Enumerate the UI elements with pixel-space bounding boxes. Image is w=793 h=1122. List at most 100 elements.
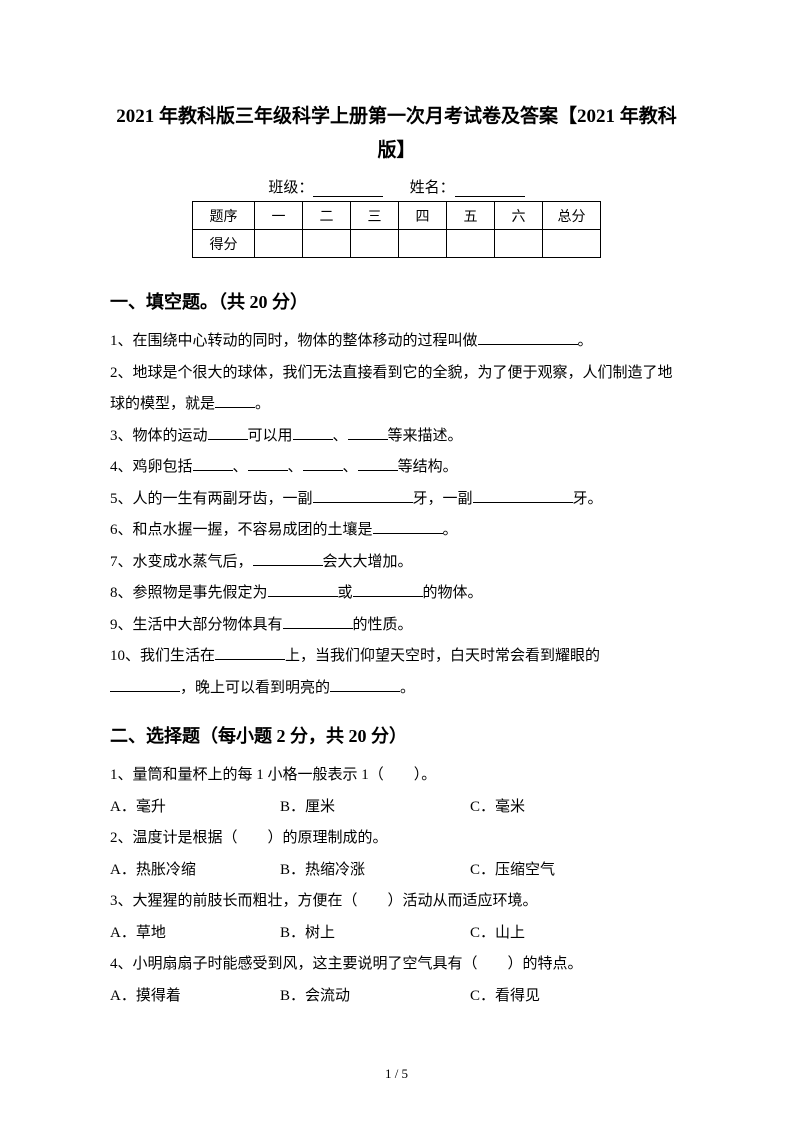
fill-blank (330, 676, 400, 692)
header-cell: 三 (351, 202, 399, 230)
score-cell (543, 230, 601, 258)
q-text: 可以用 (248, 428, 293, 444)
header-cell: 二 (303, 202, 351, 230)
class-name-row: 班级： 姓名： (110, 176, 683, 197)
question-1-3: 3、物体的运动 可以用 、 等来描述。 (110, 421, 683, 453)
fill-blank (303, 455, 343, 471)
q-text: 、 (288, 459, 303, 475)
fill-blank (373, 518, 443, 534)
q-text: 3、物体的运动 (110, 428, 208, 444)
fill-blank (353, 581, 423, 597)
q-text: 。 (443, 522, 458, 538)
q-text: 2、地球是个很大的球体，我们无法直接看到它的全貌，为了便于观察，人们制造了地球的… (110, 365, 673, 413)
q-text: 上，当我们仰望天空时，白天时常会看到耀眼的 (285, 648, 600, 664)
question-1-8: 8、参照物是事先假定为 或 的物体。 (110, 578, 683, 610)
choice-b: B．树上 (280, 918, 470, 950)
q-text: 的物体。 (423, 585, 483, 601)
q-text: 、 (233, 459, 248, 475)
q-text: 等结构。 (398, 459, 458, 475)
q-text: 。 (255, 396, 270, 412)
fill-blank (110, 676, 180, 692)
table-row: 得分 (193, 230, 601, 258)
question-2-4: 4、小明扇扇子时能感受到风，这主要说明了空气具有（ ）的特点。 (110, 949, 683, 981)
choice-a: A．热胀冷缩 (110, 855, 280, 887)
header-cell: 六 (495, 202, 543, 230)
name-label: 姓名： (410, 180, 455, 196)
fill-blank (208, 424, 248, 440)
choice-row: A．摸得着 B．会流动 C．看得见 (110, 981, 683, 1013)
q-text: 10、我们生活在 (110, 648, 215, 664)
q-text: 9、生活中大部分物体具有 (110, 617, 283, 633)
q-text: 、 (343, 459, 358, 475)
choice-row: A．热胀冷缩 B．热缩冷涨 C．压缩空气 (110, 855, 683, 887)
score-cell (303, 230, 351, 258)
choice-b: B．热缩冷涨 (280, 855, 470, 887)
question-1-6: 6、和点水握一握，不容易成团的土壤是 。 (110, 515, 683, 547)
q-text: 4、鸡卵包括 (110, 459, 193, 475)
choice-c: C．山上 (470, 918, 683, 950)
q-text: 5、人的一生有两副牙齿，一副 (110, 491, 313, 507)
fill-blank (293, 424, 333, 440)
section-2-header: 二、选择题（每小题 2 分，共 20 分） (110, 722, 683, 748)
choice-c: C．压缩空气 (470, 855, 683, 887)
header-cell: 五 (447, 202, 495, 230)
q-text: 。 (578, 333, 593, 349)
fill-blank (215, 644, 285, 660)
score-table: 题序 一 二 三 四 五 六 总分 得分 (192, 201, 601, 258)
question-1-5: 5、人的一生有两副牙齿，一副 牙，一副 牙。 (110, 484, 683, 516)
q-text: 7、水变成水蒸气后， (110, 554, 253, 570)
q-text: 8、参照物是事先假定为 (110, 585, 268, 601)
q-text: 会大大增加。 (323, 554, 413, 570)
fill-blank (283, 613, 353, 629)
choice-b: B．厘米 (280, 792, 470, 824)
question-1-7: 7、水变成水蒸气后， 会大大增加。 (110, 547, 683, 579)
fill-blank (193, 455, 233, 471)
choice-c: C．看得见 (470, 981, 683, 1013)
fill-blank (473, 487, 573, 503)
section-1-header: 一、填空题。（共 20 分） (110, 288, 683, 314)
fill-blank (268, 581, 338, 597)
q-text: 或 (338, 585, 353, 601)
choice-row: A．毫升 B．厘米 C．毫米 (110, 792, 683, 824)
score-cell (399, 230, 447, 258)
choice-a: A．摸得着 (110, 981, 280, 1013)
class-blank (313, 179, 383, 197)
q-text: 6、和点水握一握，不容易成团的土壤是 (110, 522, 373, 538)
q-text: ，晚上可以看到明亮的 (180, 680, 330, 696)
row-label-cell: 得分 (193, 230, 255, 258)
q-text: 等来描述。 (388, 428, 463, 444)
choice-a: A．草地 (110, 918, 280, 950)
fill-blank (478, 329, 578, 345)
q-text: 。 (400, 680, 415, 696)
header-cell: 总分 (543, 202, 601, 230)
q-text: 、 (333, 428, 348, 444)
score-cell (495, 230, 543, 258)
question-1-1: 1、在围绕中心转动的同时，物体的整体移动的过程叫做 。 (110, 326, 683, 358)
question-1-9: 9、生活中大部分物体具有 的性质。 (110, 610, 683, 642)
score-cell (255, 230, 303, 258)
question-1-2: 2、地球是个很大的球体，我们无法直接看到它的全貌，为了便于观察，人们制造了地球的… (110, 358, 683, 421)
fill-blank (253, 550, 323, 566)
header-cell: 一 (255, 202, 303, 230)
fill-blank (215, 392, 255, 408)
table-row: 题序 一 二 三 四 五 六 总分 (193, 202, 601, 230)
name-blank (455, 179, 525, 197)
question-2-3: 3、大猩猩的前肢长而粗壮，方便在（ ）活动从而适应环境。 (110, 886, 683, 918)
score-cell (351, 230, 399, 258)
fill-blank (248, 455, 288, 471)
choice-b: B．会流动 (280, 981, 470, 1013)
fill-blank (358, 455, 398, 471)
q-text: 1、在围绕中心转动的同时，物体的整体移动的过程叫做 (110, 333, 478, 349)
choice-row: A．草地 B．树上 C．山上 (110, 918, 683, 950)
header-cell: 题序 (193, 202, 255, 230)
score-cell (447, 230, 495, 258)
question-2-2: 2、温度计是根据（ ）的原理制成的。 (110, 823, 683, 855)
question-1-4: 4、鸡卵包括 、 、 、 等结构。 (110, 452, 683, 484)
question-1-10: 10、我们生活在 上，当我们仰望天空时，白天时常会看到耀眼的 ，晚上可以看到明亮的… (110, 641, 683, 704)
q-text: 牙。 (573, 491, 603, 507)
choice-a: A．毫升 (110, 792, 280, 824)
class-label: 班级： (268, 180, 313, 196)
q-text: 的性质。 (353, 617, 413, 633)
q-text: 牙，一副 (413, 491, 473, 507)
fill-blank (348, 424, 388, 440)
